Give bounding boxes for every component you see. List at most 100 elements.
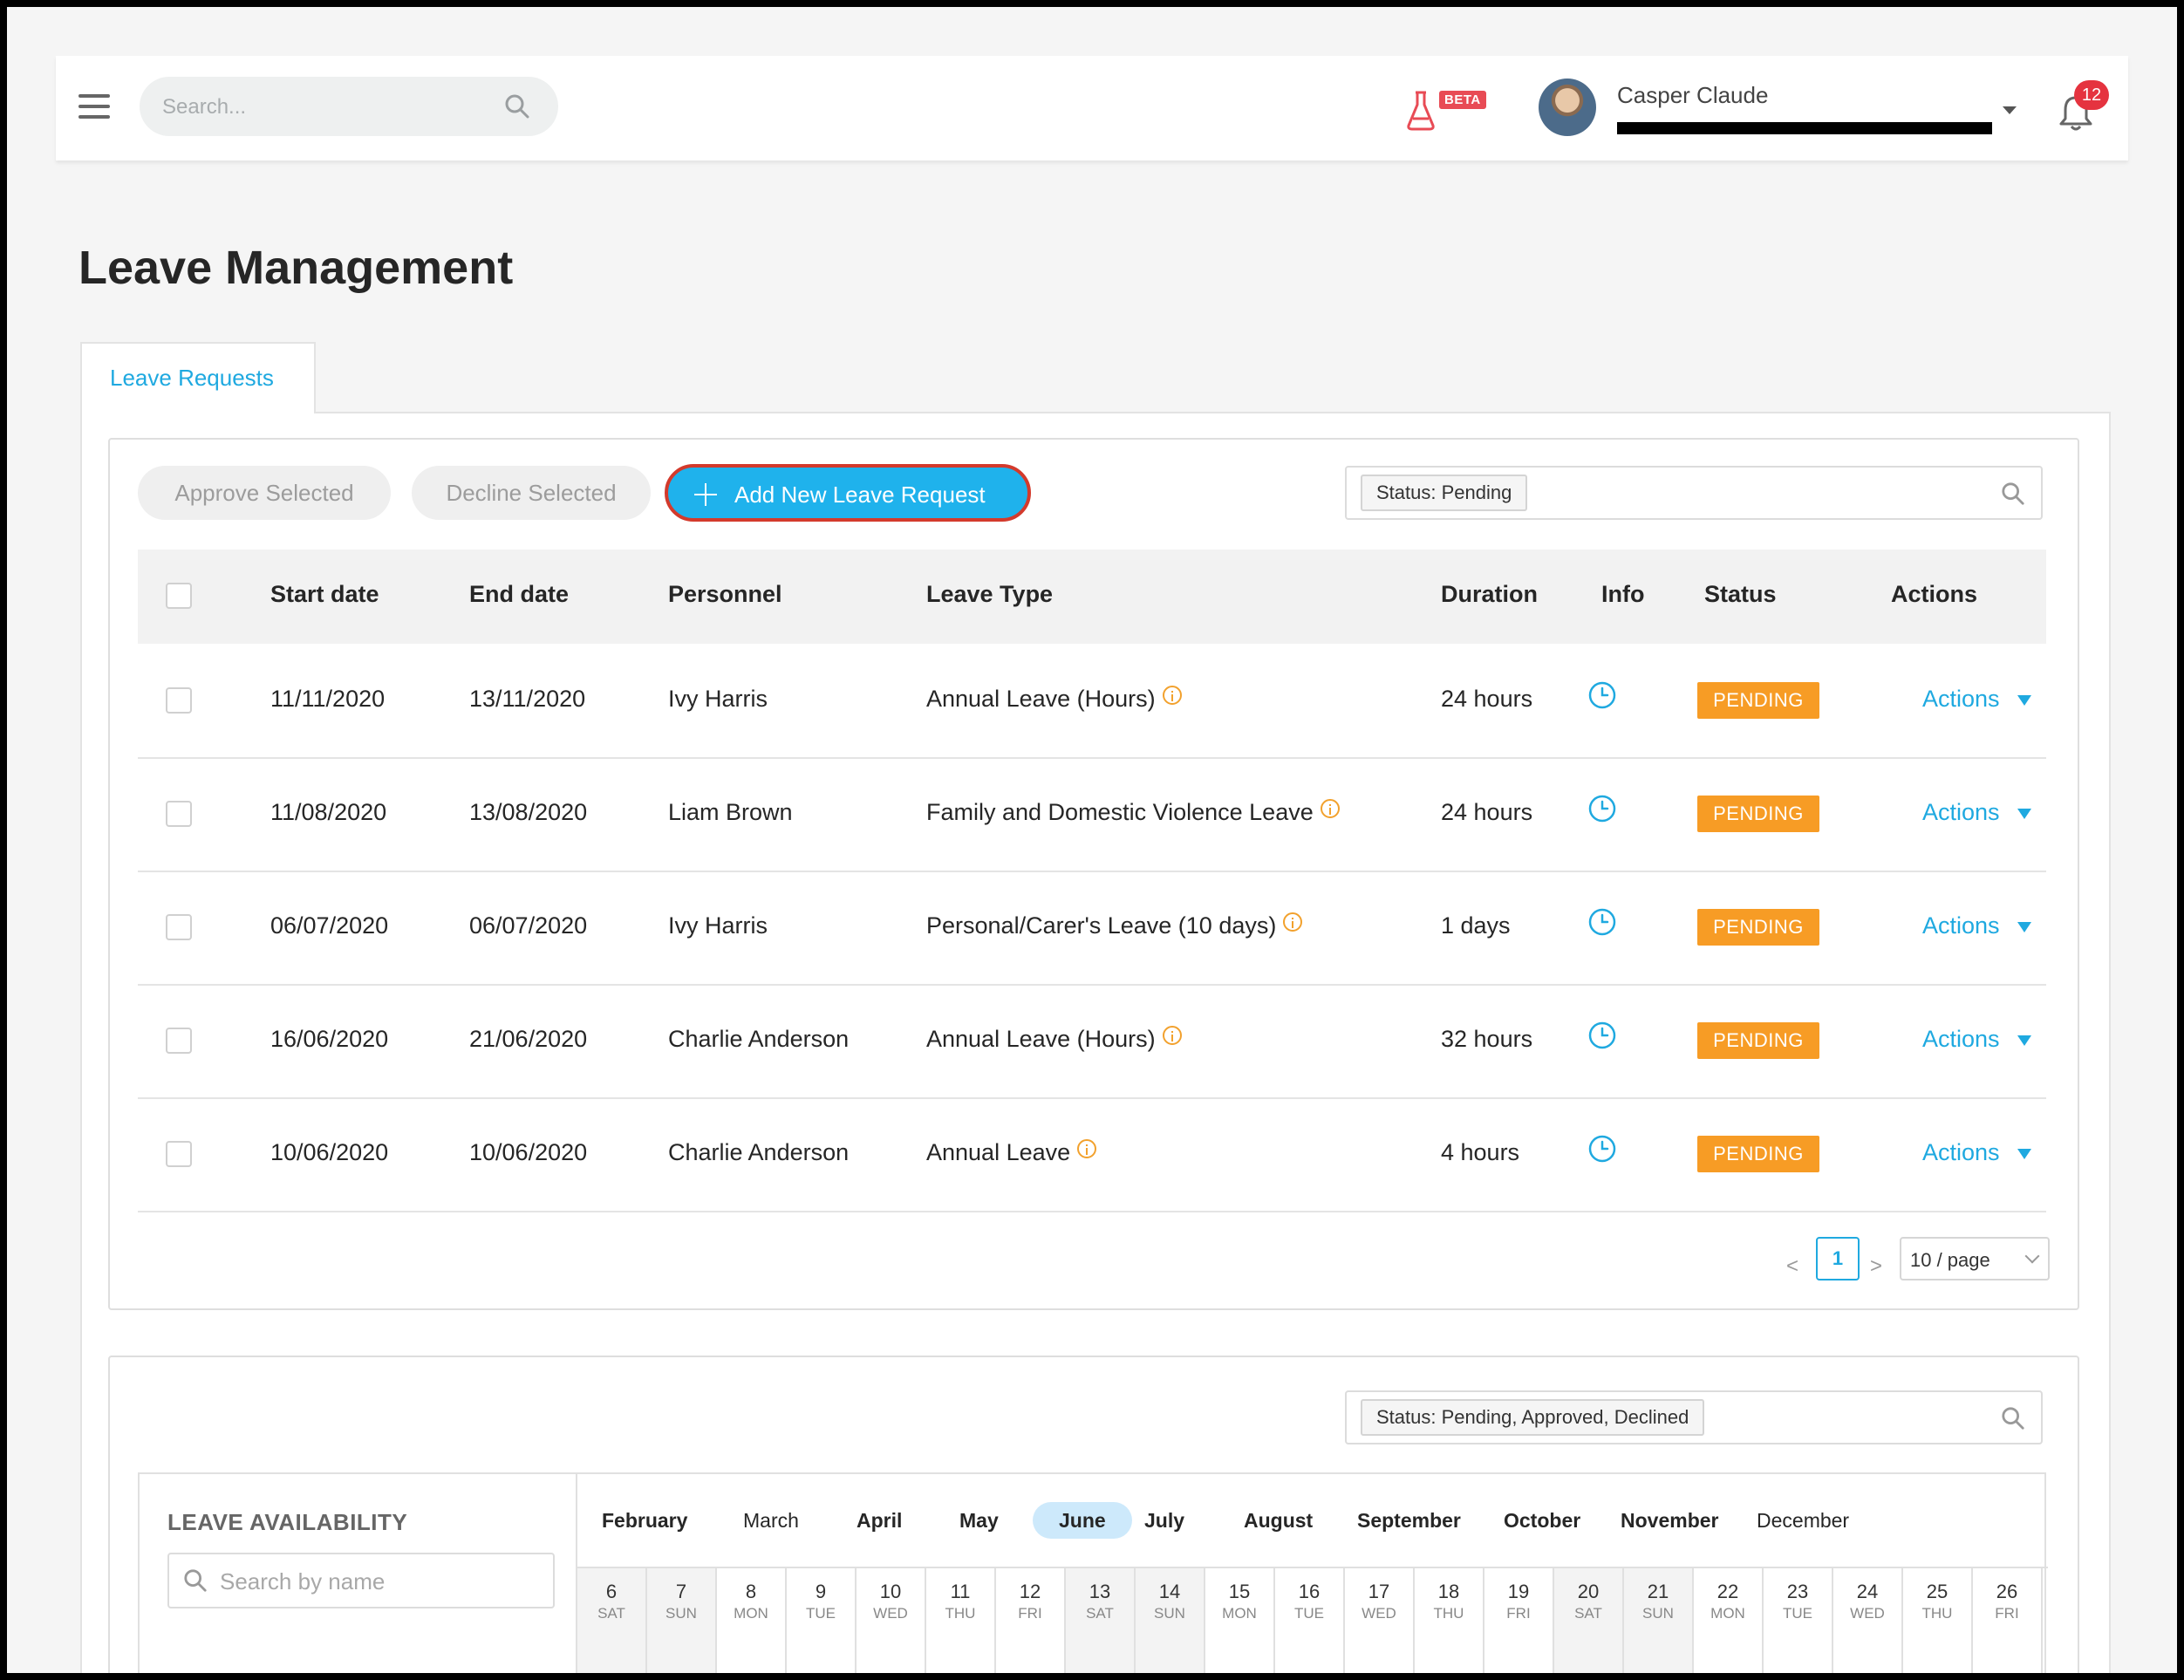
month-august[interactable]: August: [1244, 1509, 1314, 1532]
decline-selected-button[interactable]: Decline Selected: [412, 466, 651, 520]
cell-duration: 24 hours: [1441, 799, 1533, 825]
day-name: WED: [1362, 1605, 1396, 1622]
approve-selected-button[interactable]: Approve Selected: [138, 466, 391, 520]
day-column[interactable]: 12 FRI: [996, 1568, 1066, 1673]
actions-dropdown[interactable]: Actions: [1922, 1139, 2031, 1166]
tab-leave-requests[interactable]: Leave Requests: [80, 342, 316, 413]
day-column[interactable]: 19 FRI: [1484, 1568, 1554, 1673]
search-icon[interactable]: [2001, 481, 2025, 506]
search-icon[interactable]: [504, 93, 530, 120]
month-december[interactable]: December: [1757, 1509, 1850, 1532]
day-column[interactable]: 6 SAT: [577, 1568, 647, 1673]
day-name: FRI: [1995, 1605, 2019, 1622]
status-filter-tag[interactable]: Status: Pending: [1361, 475, 1528, 511]
day-column[interactable]: 15 MON: [1205, 1568, 1275, 1673]
row-checkbox[interactable]: [166, 1141, 192, 1167]
day-column[interactable]: 9 TUE: [787, 1568, 857, 1673]
page-size-select[interactable]: 10 / page: [1900, 1237, 2050, 1280]
clock-icon[interactable]: [1587, 907, 1617, 937]
day-column[interactable]: 18 THU: [1415, 1568, 1484, 1673]
month-november[interactable]: November: [1621, 1509, 1719, 1532]
day-name: THU: [1433, 1605, 1464, 1622]
day-column[interactable]: 13 SAT: [1066, 1568, 1136, 1673]
day-column[interactable]: 25 THU: [1903, 1568, 1973, 1673]
day-number: 26: [1996, 1581, 2018, 1602]
info-icon[interactable]: [1320, 798, 1340, 818]
day-column[interactable]: 11 THU: [926, 1568, 996, 1673]
row-checkbox[interactable]: [166, 687, 192, 714]
menu-icon[interactable]: [78, 94, 110, 120]
actions-dropdown[interactable]: Actions: [1922, 1026, 2031, 1053]
day-column[interactable]: 10 WED: [857, 1568, 926, 1673]
cell-duration: 1 days: [1441, 912, 1511, 939]
day-column[interactable]: 7 SUN: [647, 1568, 717, 1673]
column-header-personnel[interactable]: Personnel: [668, 581, 782, 607]
pagination-next[interactable]: >: [1870, 1254, 1883, 1278]
day-column[interactable]: 26 FRI: [1973, 1568, 2043, 1673]
availability-status-filter-tag[interactable]: Status: Pending, Approved, Declined: [1361, 1399, 1705, 1436]
month-march[interactable]: March: [743, 1509, 799, 1532]
info-icon[interactable]: [1162, 1025, 1182, 1045]
chevron-down-icon[interactable]: [2003, 106, 2017, 114]
search-input[interactable]: [160, 77, 495, 138]
day-column[interactable]: 23 TUE: [1764, 1568, 1833, 1673]
day-column[interactable]: 16 TUE: [1275, 1568, 1345, 1673]
caret-down-icon: [2017, 808, 2031, 819]
column-header-end-date[interactable]: End date: [469, 581, 570, 607]
add-leave-request-button[interactable]: Add New Leave Request: [665, 464, 1031, 522]
month-april[interactable]: April: [857, 1509, 903, 1532]
day-column[interactable]: 24 WED: [1833, 1568, 1903, 1673]
column-header-leave-type[interactable]: Leave Type: [926, 581, 1054, 607]
clock-icon[interactable]: [1587, 680, 1617, 710]
column-header-duration[interactable]: Duration: [1441, 581, 1538, 607]
day-column[interactable]: 17 WED: [1345, 1568, 1415, 1673]
select-all-checkbox[interactable]: [166, 583, 192, 609]
status-filter-input[interactable]: Status: Pending: [1345, 466, 2043, 520]
month-june[interactable]: June: [1033, 1502, 1132, 1539]
beta-features[interactable]: BETA: [1406, 87, 1493, 131]
actions-dropdown[interactable]: Actions: [1922, 799, 2031, 826]
day-number: 11: [950, 1581, 971, 1602]
info-icon[interactable]: [1283, 912, 1303, 932]
availability-status-filter-input[interactable]: Status: Pending, Approved, Declined: [1345, 1390, 2043, 1444]
month-may[interactable]: May: [959, 1509, 999, 1532]
day-column[interactable]: 14 SUN: [1136, 1568, 1205, 1673]
row-checkbox[interactable]: [166, 801, 192, 827]
pagination-prev[interactable]: <: [1786, 1254, 1799, 1278]
month-february[interactable]: February: [602, 1509, 688, 1532]
column-header-start-date[interactable]: Start date: [270, 581, 379, 607]
avatar[interactable]: [1539, 79, 1596, 136]
user-name[interactable]: Casper Claude: [1617, 82, 1769, 108]
day-column[interactable]: 20 SAT: [1554, 1568, 1624, 1673]
month-october[interactable]: October: [1504, 1509, 1581, 1532]
leave-availability-panel: LEAVE AVAILABILITY: [138, 1472, 576, 1673]
row-checkbox[interactable]: [166, 1028, 192, 1054]
day-number: 16: [1298, 1581, 1321, 1602]
pagination-page-current[interactable]: 1: [1816, 1237, 1860, 1280]
month-july[interactable]: July: [1144, 1509, 1185, 1532]
info-icon[interactable]: [1162, 685, 1182, 705]
cell-end-date: 10/06/2020: [469, 1139, 588, 1165]
day-number: 15: [1228, 1581, 1251, 1602]
name-search-input[interactable]: [218, 1554, 544, 1608]
notification-count-badge[interactable]: 12: [2074, 80, 2109, 110]
actions-dropdown[interactable]: Actions: [1922, 686, 2031, 713]
day-column[interactable]: 22 MON: [1694, 1568, 1764, 1673]
clock-icon[interactable]: [1587, 1021, 1617, 1050]
month-september[interactable]: September: [1357, 1509, 1461, 1532]
clock-icon[interactable]: [1587, 1134, 1617, 1164]
search-icon[interactable]: [2001, 1406, 2025, 1431]
row-checkbox[interactable]: [166, 914, 192, 940]
actions-label: Actions: [1922, 799, 2000, 825]
actions-dropdown[interactable]: Actions: [1922, 912, 2031, 939]
clock-icon[interactable]: [1587, 794, 1617, 823]
day-column[interactable]: 8 MON: [717, 1568, 787, 1673]
day-name: SAT: [1086, 1605, 1114, 1622]
day-name: THU: [945, 1605, 976, 1622]
day-column[interactable]: 21 SUN: [1624, 1568, 1694, 1673]
actions-label: Actions: [1922, 686, 2000, 712]
cell-end-date: 13/08/2020: [469, 799, 588, 825]
leave-availability-title: LEAVE AVAILABILITY: [167, 1509, 408, 1535]
column-header-status[interactable]: Status: [1704, 581, 1777, 607]
info-icon[interactable]: [1077, 1138, 1097, 1158]
